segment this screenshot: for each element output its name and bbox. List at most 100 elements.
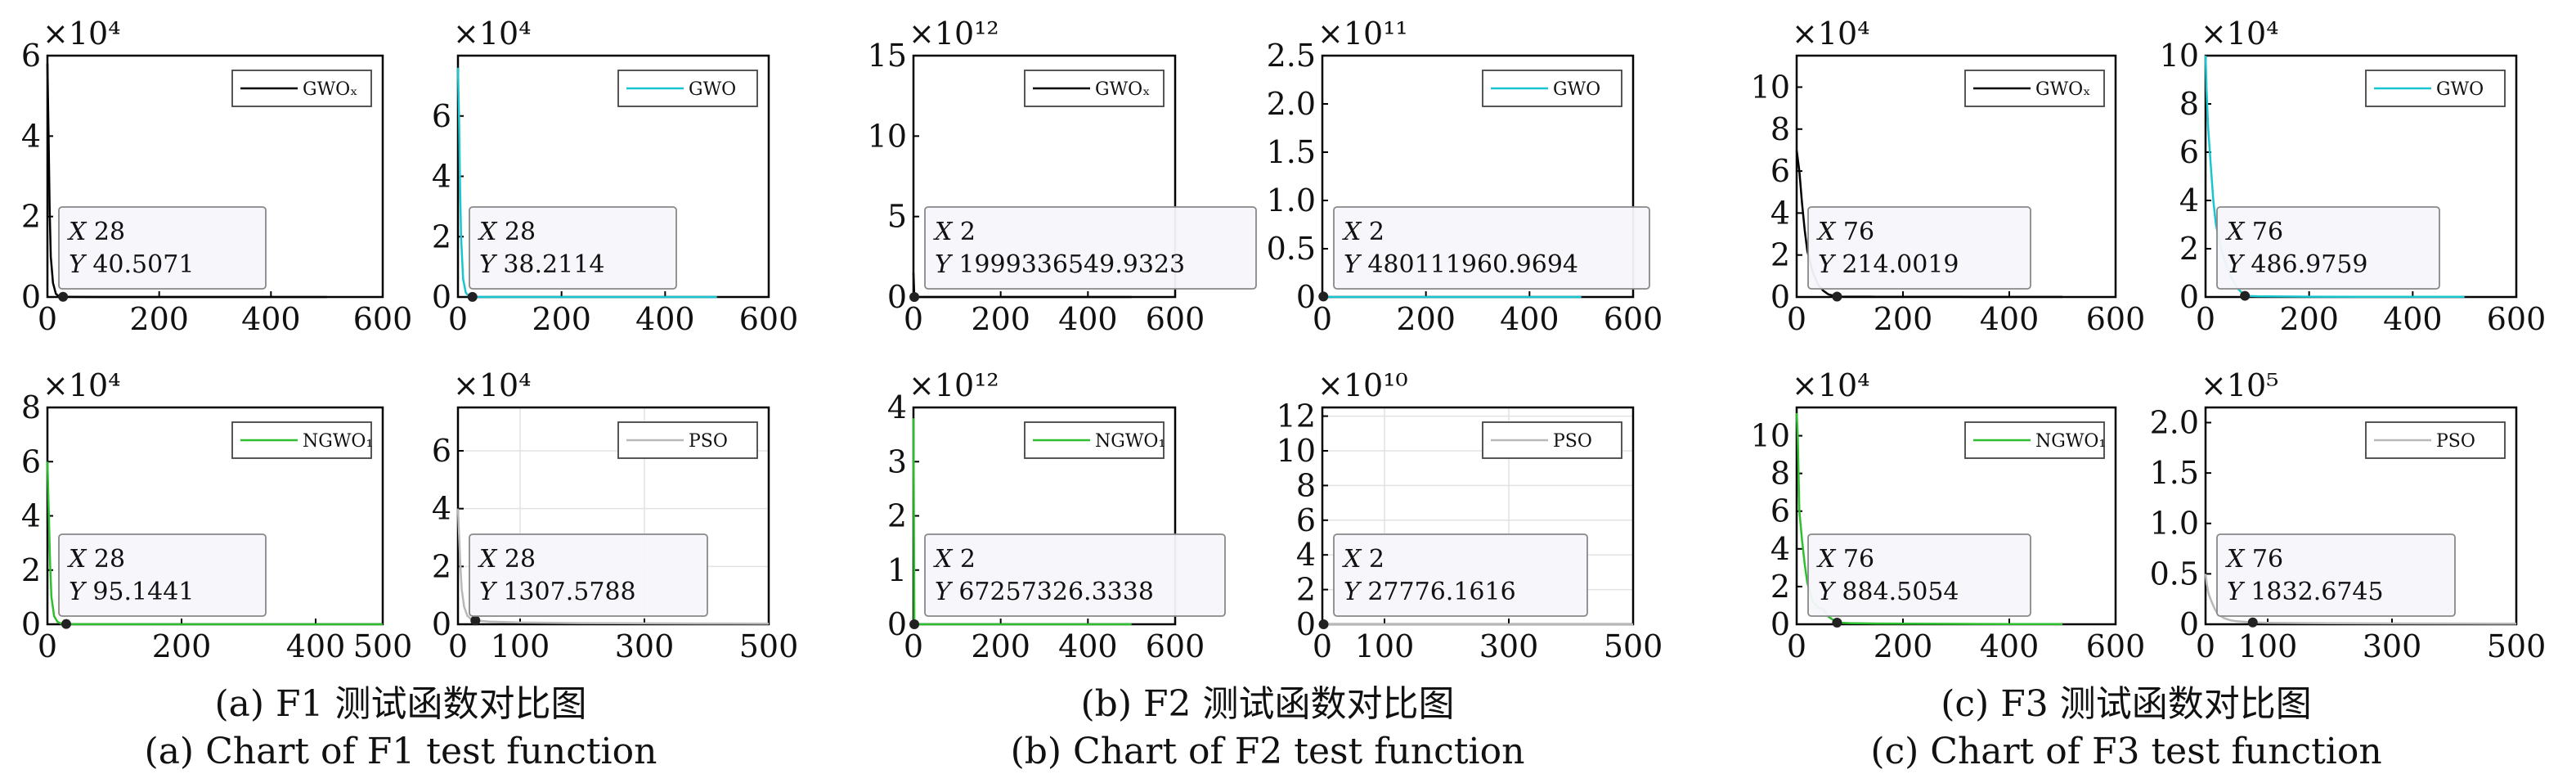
legend: NGWO₁ [1964,421,2106,459]
y-tick-label: 8 [21,389,41,425]
chart-panel-1: 0 200 400 600 0 2 4 6×10⁴ GWOₓ X 28 Y 40.5071 [21,16,412,337]
y-tick-label: 1.5 [2150,455,2199,491]
datatip-y-text: Y 67257326.3338 [935,578,1154,606]
y-tick-label: 10 [868,118,907,154]
x-tick-label: 400 [1980,301,2040,337]
y-tick-label: 2 [432,548,451,584]
y-exponent-label: ×10¹¹ [1317,16,1408,52]
x-tick-label: 0 [904,301,923,337]
y-tick-label: 10 [1751,69,1790,105]
y-tick-label: 0 [432,606,451,642]
y-tick-label: 0 [1296,279,1316,315]
x-tick-label: 0 [1313,301,1332,337]
y-tick-label: 0 [2179,279,2199,315]
datatip-box [2216,206,2440,290]
y-tick-label: 0 [1770,279,1790,315]
y-tick-label: 1 [887,552,907,588]
legend-label: GWOₓ [1095,79,1151,100]
x-tick-label: 400 [286,628,346,664]
datatip: X 28 Y 38.2114 [469,206,677,290]
legend: PSO [617,421,758,459]
datatip-box [1807,533,2031,617]
x-tick-label: 0 [1313,628,1332,664]
x-tick-label: 500 [1604,628,1663,664]
legend-label: NGWO₁ [1095,431,1165,452]
datatip-y-text: Y 40.5071 [69,250,194,279]
datatip-x-text: X 2 [1342,218,1384,246]
x-tick-label: 300 [1479,628,1539,664]
series-line [2204,574,2517,625]
datatip-marker [1832,617,1842,628]
y-tick-label: 1.0 [1267,182,1316,218]
y-tick-label: 6 [1770,493,1790,529]
datatip-x-text: X 76 [1816,218,1874,246]
datatip-x-text: X 28 [478,218,536,246]
datatip-y-text: Y 1307.5788 [479,578,636,606]
datatip-marker [1318,619,1329,629]
y-tick-label: 4 [887,389,907,425]
datatip-box [469,533,708,617]
datatip-marker [2247,617,2258,628]
datatip-y-text: Y 95.1441 [69,578,194,606]
x-tick-label: 0 [38,301,57,337]
datatip-x-text: X 76 [1816,545,1874,574]
y-tick-label: 6 [1296,502,1316,538]
datatip-box [924,533,1226,617]
legend: NGWO₁ [1024,421,1165,459]
y-exponent-label: ×10¹² [909,16,999,52]
x-tick-label: 400 [2383,301,2443,337]
x-tick-label: 400 [1980,628,2040,664]
x-tick-label: 400 [1058,301,1118,337]
datatip-box [58,206,267,290]
legend: PSO [2365,421,2506,459]
datatip-box [469,206,677,290]
y-tick-label: 4 [21,498,41,534]
y-tick-label: 3 [887,443,907,479]
y-tick-label: 0 [1296,606,1316,642]
y-tick-label: 2 [21,552,41,588]
series-line [1321,293,1582,299]
datatip-marker [909,619,920,629]
x-tick-label: 600 [1146,628,1205,664]
y-tick-label: 0.5 [1267,231,1316,267]
legend-label: PSO [1553,431,1592,452]
datatip-y-text: Y 480111960.9694 [1344,250,1578,279]
y-exponent-label: ×10⁴ [2201,16,2278,52]
legend: GWO [2365,70,2506,107]
x-tick-label: 100 [491,628,550,664]
x-tick-label: 0 [2196,301,2215,337]
y-tick-label: 10 [2160,38,2199,74]
datatip-x-text: X 28 [478,545,536,574]
y-tick-label: 6 [21,443,41,479]
chart-panel-4: 0 100 300 500 0 2 4 6×10⁴ PSO X 28 Y 1307.5788 [432,367,798,664]
y-tick-label: 6 [21,38,41,74]
legend-label: GWO [1553,79,1600,100]
y-tick-label: 2 [1770,237,1790,273]
datatip-x-text: X 2 [933,218,976,246]
legend: GWO [1482,70,1622,107]
legend: NGWO₁ [231,421,373,459]
x-tick-label: 0 [2196,628,2215,664]
datatip-marker [470,615,481,626]
x-tick-label: 600 [1146,301,1205,337]
datatip-box [1807,206,2031,290]
x-tick-label: 600 [2086,628,2146,664]
y-tick-label: 6 [1770,153,1790,189]
y-tick-label: 0 [1770,606,1790,642]
datatip-marker [58,291,69,302]
x-tick-label: 0 [1787,628,1806,664]
x-tick-label: 200 [532,301,591,337]
y-exponent-label: ×10⁴ [1792,367,1869,403]
x-tick-label: 200 [2279,301,2339,337]
series-line [1321,620,1633,626]
datatip-y-text: Y 214.0019 [1818,250,1959,279]
y-tick-label: 2 [432,218,451,254]
chart-panel-6: 0 200 400 600 0 0.5 1.0 1.5 2.0 2.5×10¹¹ GWO X 2 Y 4… [1267,16,1663,337]
datatip-marker [2240,290,2251,301]
y-tick-label: 0.5 [2150,556,2199,592]
x-tick-label: 600 [2487,301,2547,337]
x-tick-label: 200 [129,301,189,337]
legend: GWOₓ [1964,70,2105,107]
